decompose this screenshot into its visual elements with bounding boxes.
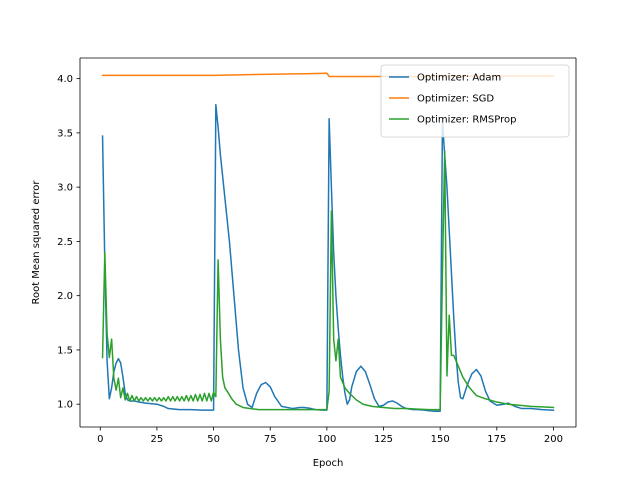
x-axis-ticks: 0 25 50 75 100 125 150 175 200 <box>97 427 563 445</box>
x-tick-label: 125 <box>374 434 393 445</box>
legend-label-2: Optimizer: SGD <box>417 94 494 105</box>
y-tick-label: 1.5 <box>57 345 73 356</box>
x-tick-label: 100 <box>317 434 336 445</box>
y-tick-label: 2.5 <box>57 237 73 248</box>
y-tick-label: 3.5 <box>57 128 73 139</box>
legend-label-1: Optimizer: Adam <box>417 73 501 84</box>
x-tick-label: 50 <box>207 434 220 445</box>
legend-box <box>380 64 570 138</box>
legend-label-3: Optimizer: RMSProp <box>417 115 516 126</box>
x-tick-label: 175 <box>487 434 506 445</box>
x-tick-label: 200 <box>544 434 563 445</box>
y-tick-label: 3.0 <box>57 183 73 194</box>
x-tick-label: 25 <box>151 434 164 445</box>
legend: Optimizer: Adam Optimizer: SGD Optimizer: … <box>380 64 570 138</box>
axes-frame <box>79 57 577 428</box>
x-axis-label: Epoch <box>313 458 344 469</box>
y-axis-ticks: 1.0 1.5 2.0 2.5 3.0 3.5 4.0 <box>57 74 80 411</box>
y-tick-label: 4.0 <box>57 74 73 85</box>
x-tick-label: 0 <box>97 434 103 445</box>
y-tick-label: 1.0 <box>57 400 73 411</box>
y-axis-label: Root Mean squared error <box>31 180 42 305</box>
x-tick-label: 150 <box>431 434 450 445</box>
series-line-3 <box>101 150 555 411</box>
y-tick-label: 2.0 <box>57 291 73 302</box>
series-line-1 <box>101 103 555 413</box>
x-tick-label: 75 <box>264 434 277 445</box>
